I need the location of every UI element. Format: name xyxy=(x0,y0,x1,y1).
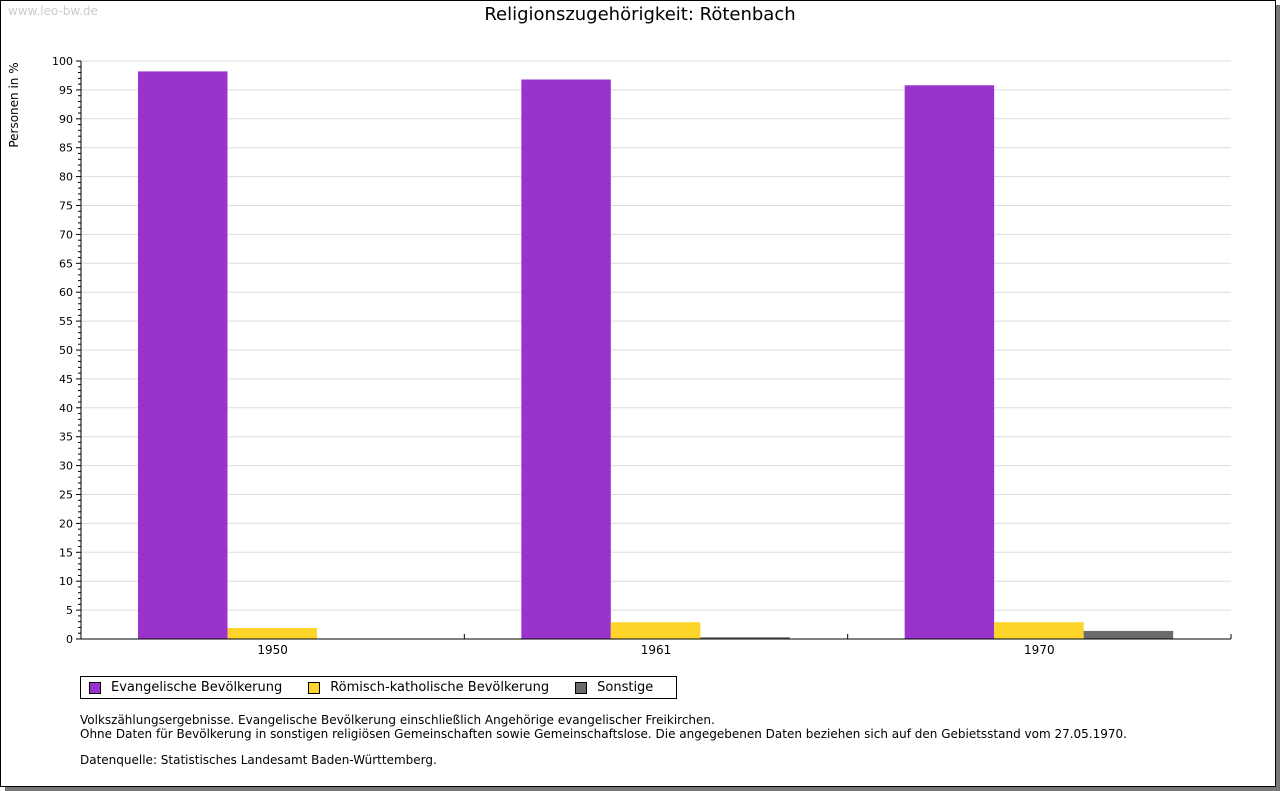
notes: Volkszählungsergebnisse. Evangelische Be… xyxy=(80,713,1127,767)
watermark: www.leo-bw.de xyxy=(8,4,98,18)
y-tick-label: 15 xyxy=(59,546,73,559)
bar-sonstige-1961 xyxy=(700,637,790,639)
legend-swatch xyxy=(89,681,101,694)
source: Datenquelle: Statistisches Landesamt Bad… xyxy=(80,753,437,767)
y-tick-label: 20 xyxy=(59,517,73,530)
legend-item: Römisch-katholische Bevölkerung xyxy=(308,680,549,695)
bar-evangelische-bev-lkerung-1961 xyxy=(521,79,611,640)
note-line: Ohne Daten für Bevölkerung in sonstigen … xyxy=(80,727,1127,741)
legend-swatch xyxy=(308,681,321,694)
legend: Evangelische Bevölkerung Römisch-katholis… xyxy=(80,676,677,699)
note-line: Volkszählungsergebnisse. Evangelische Be… xyxy=(80,713,715,727)
y-tick-label: 65 xyxy=(59,257,73,270)
y-tick-label: 60 xyxy=(59,286,73,299)
bar-r-misch-katholische-bev-lkerung-1970 xyxy=(994,622,1084,639)
x-tick-label: 1961 xyxy=(641,643,672,657)
y-tick-label: 10 xyxy=(59,575,73,588)
bar-r-misch-katholische-bev-lkerung-1950 xyxy=(227,628,317,639)
y-tick-label: 35 xyxy=(59,431,73,444)
y-tick-label: 25 xyxy=(59,489,73,502)
y-tick-label: 50 xyxy=(59,344,73,357)
legend-label: Sonstige xyxy=(597,680,654,695)
bar-evangelische-bev-lkerung-1970 xyxy=(904,85,995,639)
y-tick-label: 5 xyxy=(66,604,73,617)
legend-label: Evangelische Bevölkerung xyxy=(111,680,283,695)
bar-sonstige-1970 xyxy=(1083,630,1174,639)
y-tick-label: 45 xyxy=(59,373,73,386)
x-tick-label: 1950 xyxy=(257,643,288,657)
y-tick-label: 70 xyxy=(59,228,73,241)
bar-r-misch-katholische-bev-lkerung-1961 xyxy=(610,622,701,639)
y-tick-label: 95 xyxy=(59,84,73,97)
y-tick-label: 30 xyxy=(59,460,73,473)
y-tick-label: 90 xyxy=(59,113,73,126)
legend-item: Evangelische Bevölkerung xyxy=(89,680,282,695)
y-tick-label: 40 xyxy=(59,402,73,415)
x-tick-label: 1970 xyxy=(1024,643,1055,657)
chart-title: Religionszugehörigkeit: Rötenbach xyxy=(484,4,796,25)
bar-evangelische-bev-lkerung-1950 xyxy=(138,71,228,640)
y-tick-label: 0 xyxy=(66,633,73,646)
y-tick-label: 100 xyxy=(52,55,73,68)
legend-label: Römisch-katholische Bevölkerung xyxy=(330,680,550,695)
y-tick-label: 55 xyxy=(59,315,73,328)
y-tick-label: 75 xyxy=(59,200,73,213)
legend-swatch xyxy=(575,681,588,694)
y-tick-label: 85 xyxy=(59,142,73,155)
y-tick-label: 80 xyxy=(59,171,73,184)
legend-item: Sonstige xyxy=(575,680,653,695)
